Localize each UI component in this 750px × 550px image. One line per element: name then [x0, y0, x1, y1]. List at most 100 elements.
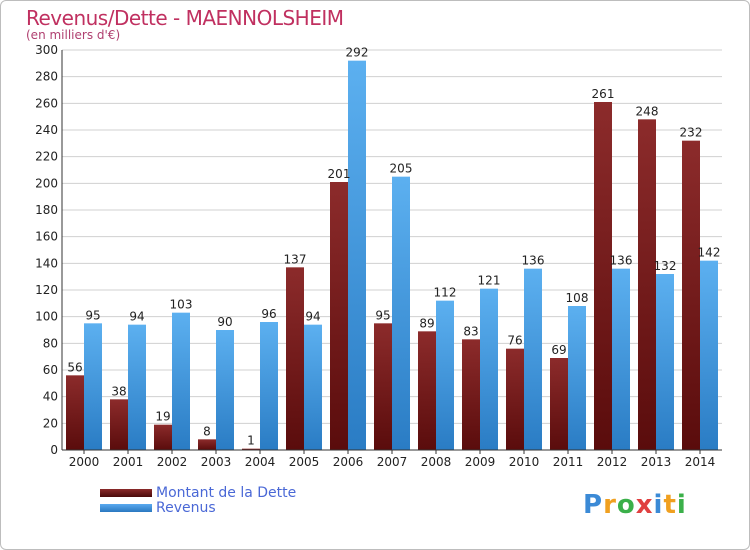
x-tick-label: 2009 — [465, 455, 496, 469]
y-tick-label: 280 — [35, 70, 58, 84]
bar-dette — [638, 119, 656, 450]
data-label: 95 — [85, 308, 100, 322]
data-label: 103 — [170, 298, 193, 312]
axis-layer: 0 20 40 60 80 100 120 140 160 180 200 220 240 260 280 3… — [35, 43, 722, 469]
y-tick-label: 160 — [35, 230, 58, 244]
data-label: 248 — [636, 104, 659, 118]
data-label: 56 — [67, 360, 82, 374]
chart-title: Revenus/Dette - MAENNOLSHEIM — [26, 6, 344, 30]
data-label: 136 — [610, 254, 633, 268]
bar-revenus — [392, 176, 410, 450]
logo-letter: t — [663, 490, 677, 520]
data-label: 132 — [654, 259, 677, 273]
y-tick-label: 180 — [35, 203, 58, 217]
bar-revenus — [436, 300, 454, 450]
y-tick-label: 140 — [35, 256, 58, 270]
x-tick-label: 2002 — [157, 455, 188, 469]
bar-revenus — [260, 322, 278, 450]
x-tick-label: 2012 — [597, 455, 628, 469]
y-tick-label: 200 — [35, 176, 58, 190]
data-label: 112 — [434, 286, 457, 300]
logo-letter: P — [583, 490, 604, 520]
proxiti-logo: Proxiti — [583, 490, 687, 520]
x-tick-label: 2013 — [641, 455, 672, 469]
x-tick-label: 2001 — [113, 455, 144, 469]
logo-letter: x — [635, 490, 654, 520]
y-tick-label: 300 — [35, 43, 58, 57]
y-tick-label: 260 — [35, 96, 58, 110]
bar-dette — [550, 358, 568, 450]
legend-label-dette: Montant de la Dette — [156, 485, 297, 501]
x-tick-label: 2014 — [685, 455, 716, 469]
labels-layer: 56 95 38 94 19 103 8 90 1 96 137 94 201 292 95 205 89 112… — [67, 46, 720, 448]
data-label: 69 — [551, 343, 566, 357]
chart-subtitle: (en milliers d'€) — [26, 28, 121, 42]
data-label: 136 — [522, 254, 545, 268]
data-label: 142 — [698, 246, 721, 260]
data-label: 261 — [592, 87, 615, 101]
x-tick-label: 2004 — [245, 455, 276, 469]
x-tick-label: 2006 — [333, 455, 364, 469]
y-tick-label: 240 — [35, 123, 58, 137]
legend-label-revenus: Revenus — [156, 500, 216, 516]
data-label: 292 — [346, 46, 369, 60]
y-tick-label: 220 — [35, 150, 58, 164]
bar-revenus — [656, 274, 674, 450]
x-tick-label: 2008 — [421, 455, 452, 469]
data-label: 94 — [305, 310, 320, 324]
bar-revenus — [524, 268, 542, 450]
bar-revenus — [568, 306, 586, 450]
data-label: 8 — [203, 424, 211, 438]
y-tick-label: 80 — [43, 336, 58, 350]
bar-dette — [66, 375, 84, 450]
logo-letter: o — [616, 490, 636, 520]
y-tick-label: 40 — [43, 390, 58, 404]
bar-dette — [682, 140, 700, 450]
x-tick-label: 2000 — [69, 455, 100, 469]
data-label: 96 — [261, 307, 276, 321]
legend-swatch-revenus — [100, 504, 152, 512]
bar-revenus — [84, 323, 102, 450]
bar-dette — [374, 323, 392, 450]
bar-dette — [462, 339, 480, 450]
bar-dette — [418, 331, 436, 450]
bar-revenus — [612, 268, 630, 450]
data-label: 76 — [507, 334, 522, 348]
bar-dette — [198, 439, 216, 450]
y-tick-label: 20 — [43, 416, 58, 430]
data-label: 90 — [217, 315, 232, 329]
data-label: 205 — [390, 162, 413, 176]
data-label: 1 — [247, 434, 255, 448]
y-tick-label: 60 — [43, 363, 58, 377]
bar-revenus — [304, 324, 322, 450]
x-tick-label: 2010 — [509, 455, 540, 469]
bar-dette — [594, 102, 612, 450]
data-label: 94 — [129, 310, 144, 324]
bar-dette — [506, 348, 524, 450]
legend-swatch-dette — [100, 489, 152, 497]
data-label: 108 — [566, 291, 589, 305]
bar-dette — [154, 424, 172, 450]
bar-revenus — [480, 288, 498, 450]
data-label: 19 — [155, 410, 170, 424]
x-tick-label: 2003 — [201, 455, 232, 469]
bar-revenus — [348, 60, 366, 451]
bar-dette — [242, 448, 260, 450]
data-label: 89 — [419, 316, 434, 330]
y-tick-label: 0 — [50, 443, 58, 457]
bar-revenus — [128, 324, 146, 450]
x-tick-label: 2007 — [377, 455, 408, 469]
x-tick-label: 2011 — [553, 455, 584, 469]
bar-revenus — [216, 330, 234, 450]
data-label: 201 — [328, 167, 351, 181]
y-tick-label: 100 — [35, 310, 58, 324]
bar-dette — [110, 399, 128, 450]
bar-dette — [330, 182, 348, 450]
bar-dette — [286, 267, 304, 450]
data-label: 38 — [111, 384, 126, 398]
data-label: 95 — [375, 308, 390, 322]
data-label: 83 — [463, 324, 478, 338]
logo-letter: r — [603, 490, 617, 520]
data-label: 232 — [680, 126, 703, 140]
